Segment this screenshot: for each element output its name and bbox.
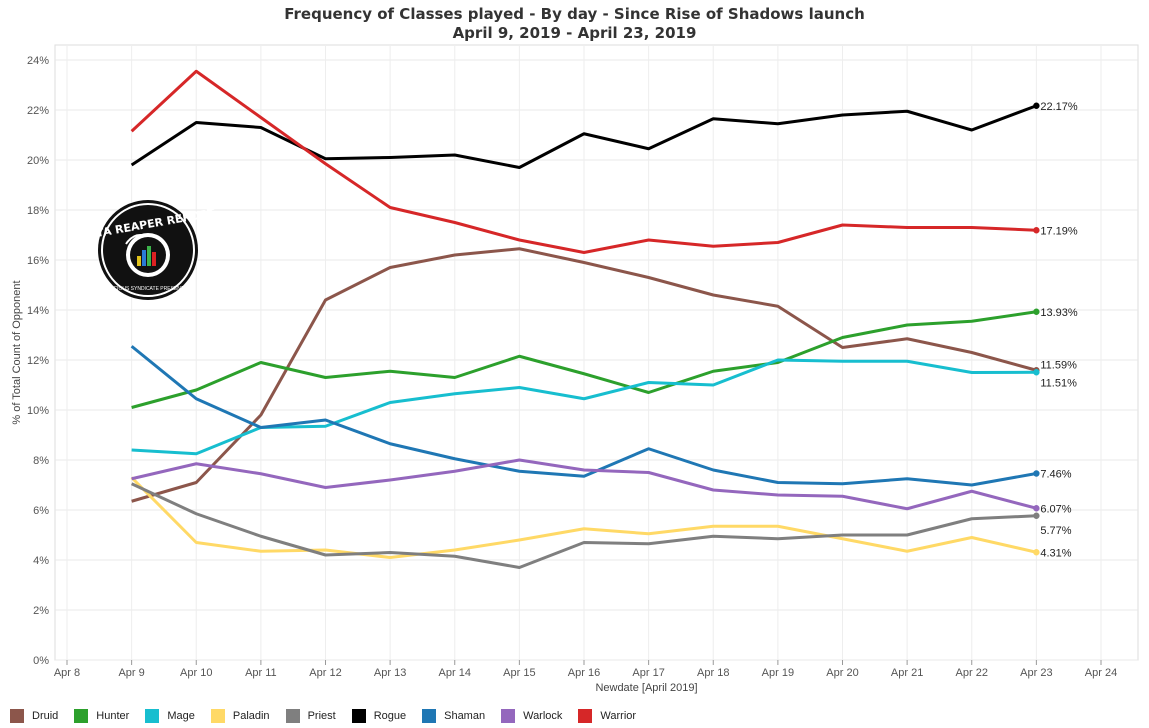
series-line-warrior [130, 69, 1037, 254]
series-line-paladin [130, 476, 1037, 559]
legend-item-priest: Priest [285, 709, 336, 723]
x-tick-label: Apr 21 [891, 667, 923, 679]
y-tick-label: 24% [27, 55, 49, 67]
legend-item-paladin: Paladin [210, 709, 270, 723]
x-tick-label: Apr 19 [762, 667, 794, 679]
legend-swatch [578, 709, 593, 723]
x-tick-label: Apr 24 [1085, 667, 1117, 679]
end-label-mage: 11.51% [1040, 377, 1077, 389]
x-tick-label: Apr 9 [118, 667, 144, 679]
legend-item-rogue: Rogue [351, 709, 407, 723]
legend-label: Warrior [600, 710, 637, 722]
x-tick-label: Apr 15 [503, 667, 535, 679]
legend-swatch [74, 709, 89, 723]
axes: 0% 2% 4% 6% 8% 10% 12% 14% 16% 18% 20% 22% 24% Apr 8 A… [11, 55, 1117, 694]
end-label-hunter: 13.93% [1040, 307, 1078, 319]
x-tick-label: Apr 22 [956, 667, 988, 679]
x-tick-label: Apr 13 [374, 667, 406, 679]
series-lines [130, 69, 1040, 569]
legend-swatch [501, 709, 516, 723]
legend-item-warrior: Warrior [578, 709, 636, 723]
y-tick-label: 8% [33, 455, 49, 467]
series-endpoint-warrior [1033, 227, 1040, 234]
end-label-warrior: 17.19% [1040, 225, 1078, 237]
x-axis-title: Newdate [April 2019] [595, 682, 697, 694]
legend-item-hunter: Hunter [74, 709, 129, 723]
x-tick-label: Apr 23 [1020, 667, 1052, 679]
series-line-hunter [131, 310, 1037, 409]
legend-label: Mage [167, 710, 195, 722]
legend-label: Druid [32, 710, 59, 722]
x-tick-label: Apr 10 [180, 667, 212, 679]
series-endpoint-hunter [1033, 308, 1040, 315]
series-endpoint-priest [1033, 512, 1040, 519]
end-label-druid: 11.59% [1040, 359, 1077, 371]
series-line-warlock [131, 458, 1037, 511]
logo-bottom-text: VICIOUS SYNDICATE PRESENTS [109, 286, 188, 292]
end-labels: 13.93% 11.51% 4.31% 5.77% 22.17% 7.46% 6.07% 17… [1040, 101, 1078, 560]
series-endpoint-mage [1033, 369, 1040, 376]
legend-swatch [285, 709, 300, 723]
y-tick-label: 18% [27, 205, 49, 217]
x-tick-label: Apr 18 [697, 667, 729, 679]
legend-swatch [422, 709, 437, 723]
y-tick-label: 22% [27, 105, 49, 117]
legend-item-warlock: Warlock [501, 709, 562, 723]
chart-title: Frequency of Classes played - By day - S… [284, 5, 865, 23]
legend-swatch [145, 709, 160, 723]
series-line-druid [131, 247, 1037, 503]
x-tick-label: Apr 16 [568, 667, 600, 679]
legend-swatch [351, 709, 366, 723]
series-line-priest [130, 482, 1037, 569]
legend-swatch [10, 709, 24, 723]
y-tick-label: 12% [27, 355, 49, 367]
legend-item-druid: Druid [10, 709, 58, 723]
end-label-rogue: 22.17% [1040, 101, 1078, 113]
y-tick-label: 0% [33, 655, 49, 667]
x-tick-label: Apr 8 [54, 667, 80, 679]
y-tick-label: 20% [27, 155, 49, 167]
x-tick-label: Apr 14 [439, 667, 471, 679]
legend-item-shaman: Shaman [422, 709, 485, 723]
end-label-warlock: 6.07% [1040, 503, 1071, 515]
legend: Druid Hunter Mage Paladin Priest Rogue Shaman W… [10, 709, 652, 723]
legend-label: Paladin [232, 710, 270, 722]
y-tick-label: 4% [33, 555, 49, 567]
series-endpoint-shaman [1033, 470, 1040, 477]
end-label-priest: 5.77% [1040, 525, 1071, 537]
x-tick-label: Apr 17 [632, 667, 664, 679]
y-tick-label: 14% [27, 305, 49, 317]
y-tick-label: 16% [27, 255, 49, 267]
legend-item-mage: Mage [145, 709, 195, 723]
y-tick-label: 2% [33, 605, 49, 617]
chart-subtitle: April 9, 2019 - April 23, 2019 [452, 24, 697, 42]
x-tick-label: Apr 11 [245, 667, 277, 679]
series-endpoint-paladin [1033, 549, 1040, 556]
x-tick-label: Apr 20 [826, 667, 858, 679]
y-tick-label: 10% [27, 405, 49, 417]
series-line-mage [131, 358, 1037, 456]
series-endpoint-rogue [1033, 102, 1040, 109]
legend-label: Priest [307, 710, 336, 722]
series-endpoint-warlock [1033, 505, 1040, 512]
legend-label: Warlock [523, 710, 563, 722]
series-line-rogue [130, 104, 1037, 169]
legend-label: Hunter [96, 710, 130, 722]
series-line-shaman [130, 345, 1037, 487]
legend-label: Shaman [444, 710, 486, 722]
y-axis-title: % of Total Count of Opponent [11, 280, 23, 424]
line-chart: 0% 2% 4% 6% 8% 10% 12% 14% 16% 18% 20% 22% 24% Apr 8 A… [11, 44, 1139, 694]
end-label-shaman: 7.46% [1040, 469, 1071, 481]
legend-swatch [210, 709, 225, 723]
end-label-paladin: 4.31% [1040, 547, 1071, 559]
y-tick-label: 6% [33, 505, 49, 517]
x-tick-label: Apr 12 [309, 667, 341, 679]
legend-label: Rogue [373, 710, 407, 722]
